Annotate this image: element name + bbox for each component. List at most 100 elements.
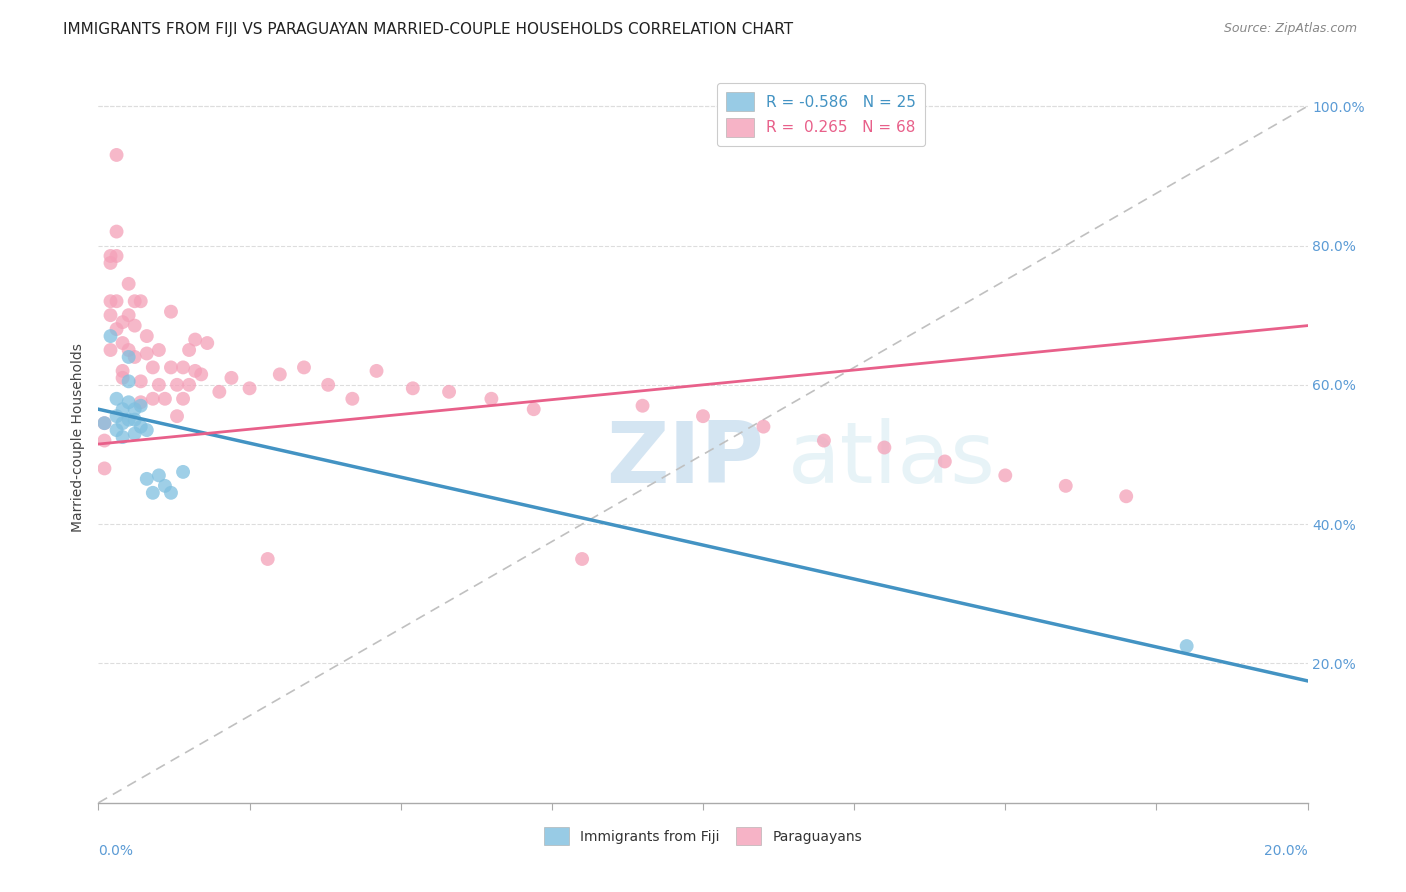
- Point: [1054, 479, 1077, 493]
- Point: [172, 360, 194, 375]
- Point: [166, 409, 188, 424]
- Point: [129, 395, 152, 409]
- Point: [873, 441, 896, 455]
- Point: [135, 329, 157, 343]
- Text: 20.0%: 20.0%: [1264, 845, 1308, 858]
- Point: [342, 392, 364, 406]
- Point: [105, 294, 128, 309]
- Point: [208, 384, 231, 399]
- Point: [129, 399, 152, 413]
- Point: [1115, 489, 1137, 503]
- Point: [93, 416, 115, 430]
- Point: [105, 148, 128, 162]
- Point: [129, 419, 152, 434]
- Point: [118, 412, 141, 426]
- Point: [111, 336, 134, 351]
- Point: [195, 336, 218, 351]
- Point: [111, 364, 134, 378]
- Point: [631, 399, 654, 413]
- Point: [934, 454, 956, 468]
- Point: [1175, 639, 1198, 653]
- Point: [269, 368, 291, 382]
- Point: [692, 409, 714, 424]
- Point: [316, 377, 339, 392]
- Point: [111, 416, 134, 430]
- Point: [142, 392, 165, 406]
- Point: [135, 472, 157, 486]
- Point: [402, 381, 425, 395]
- Point: [124, 402, 146, 417]
- Point: [100, 308, 122, 322]
- Point: [190, 368, 212, 382]
- Point: [153, 392, 176, 406]
- Point: [292, 360, 315, 375]
- Text: 0.0%: 0.0%: [98, 845, 134, 858]
- Point: [221, 371, 243, 385]
- Point: [160, 485, 183, 500]
- Point: [481, 392, 503, 406]
- Point: [160, 304, 183, 318]
- Point: [813, 434, 835, 448]
- Point: [118, 277, 141, 291]
- Point: [179, 377, 201, 392]
- Point: [148, 468, 170, 483]
- Point: [179, 343, 201, 357]
- Point: [100, 249, 122, 263]
- Point: [148, 343, 170, 357]
- Point: [124, 426, 146, 441]
- Point: [105, 225, 128, 239]
- Point: [239, 381, 262, 395]
- Point: [124, 294, 146, 309]
- Legend: Immigrants from Fiji, Paraguayans: Immigrants from Fiji, Paraguayans: [538, 822, 868, 851]
- Point: [105, 423, 128, 437]
- Point: [160, 360, 183, 375]
- Point: [153, 479, 176, 493]
- Point: [105, 322, 128, 336]
- Point: [93, 461, 115, 475]
- Point: [366, 364, 388, 378]
- Point: [142, 360, 165, 375]
- Point: [111, 402, 134, 417]
- Point: [118, 343, 141, 357]
- Point: [994, 468, 1017, 483]
- Point: [105, 392, 128, 406]
- Point: [118, 375, 141, 389]
- Text: atlas: atlas: [787, 417, 995, 500]
- Point: [172, 392, 194, 406]
- Point: [437, 384, 460, 399]
- Point: [124, 318, 146, 333]
- Point: [100, 294, 122, 309]
- Point: [148, 377, 170, 392]
- Point: [105, 409, 128, 424]
- Point: [184, 333, 207, 347]
- Point: [111, 371, 134, 385]
- Point: [142, 485, 165, 500]
- Point: [135, 346, 157, 360]
- Point: [129, 294, 152, 309]
- Point: [111, 430, 134, 444]
- Point: [523, 402, 546, 417]
- Point: [129, 375, 152, 389]
- Point: [100, 329, 122, 343]
- Point: [118, 350, 141, 364]
- Text: Source: ZipAtlas.com: Source: ZipAtlas.com: [1223, 22, 1357, 36]
- Point: [124, 350, 146, 364]
- Text: ZIP: ZIP: [606, 417, 763, 500]
- Text: IMMIGRANTS FROM FIJI VS PARAGUAYAN MARRIED-COUPLE HOUSEHOLDS CORRELATION CHART: IMMIGRANTS FROM FIJI VS PARAGUAYAN MARRI…: [63, 22, 793, 37]
- Point: [571, 552, 593, 566]
- Point: [752, 419, 775, 434]
- Point: [184, 364, 207, 378]
- Point: [118, 395, 141, 409]
- Y-axis label: Married-couple Households: Married-couple Households: [70, 343, 84, 532]
- Point: [93, 434, 115, 448]
- Point: [118, 308, 141, 322]
- Point: [172, 465, 194, 479]
- Point: [100, 256, 122, 270]
- Point: [135, 423, 157, 437]
- Point: [111, 315, 134, 329]
- Point: [105, 249, 128, 263]
- Point: [93, 416, 115, 430]
- Point: [166, 377, 188, 392]
- Point: [100, 343, 122, 357]
- Point: [124, 412, 146, 426]
